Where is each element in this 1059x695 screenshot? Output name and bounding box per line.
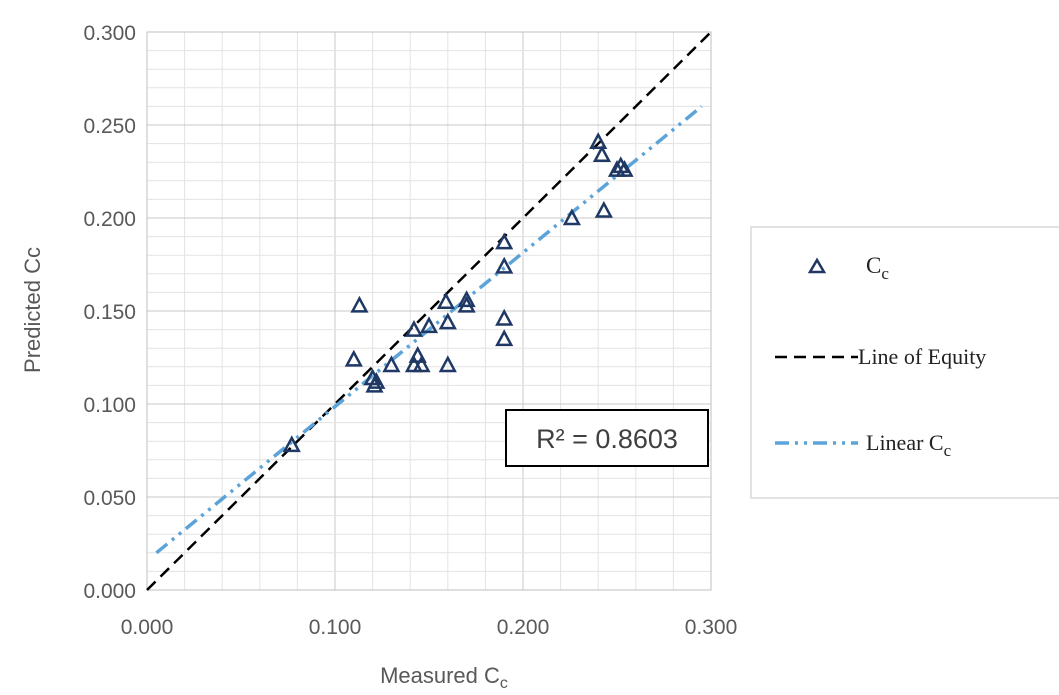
r-squared-box: R² = 0.8603 [505,409,709,467]
data-point [438,355,457,373]
data-point [457,290,476,308]
data-point [419,316,439,334]
series-lines [146,31,712,591]
y-tick-label: 0.250 [83,115,136,138]
legend-triangle-icon [807,257,827,274]
data-point [495,232,514,250]
x-tick-label: 0.100 [309,616,362,639]
data-point [408,346,427,363]
data-point [344,349,363,367]
data-point [495,308,514,326]
data-point [562,208,581,226]
legend: Cc Line of Equity Linear Cc [750,226,1059,499]
data-point [592,145,612,163]
tick-labels: 0.000 0.100 0.200 0.300 0.000 0.050 0.100 0.150… [83,22,737,639]
data-point [350,295,369,313]
plot-area-border [146,31,712,591]
data-point [436,292,456,309]
y-tick-label: 0.100 [83,394,136,417]
y-tick-label: 0.200 [83,208,136,231]
data-point [589,132,608,149]
legend-entry-linear-cc: Linear Cc [866,430,952,460]
data-points [282,132,634,453]
data-point [495,256,514,274]
y-tick-label: 0.300 [83,22,136,45]
data-point [404,319,424,337]
x-tick-label: 0.300 [685,616,738,639]
x-tick-label: 0.000 [121,616,174,639]
data-point [438,312,457,330]
data-point [495,329,514,347]
y-tick-label: 0.150 [83,301,136,324]
r-squared-label: R² = 0.8603 [536,424,678,454]
y-tick-label: 0.000 [83,580,136,603]
y-axis-title: Predicted Cc [20,247,45,373]
legend-entry-line-of-equity: Line of Equity [858,344,986,369]
y-tick-label: 0.050 [83,487,136,510]
x-axis-title: Measured Cc [380,663,508,692]
legend-entry-cc: Cc [866,253,889,283]
data-point [382,355,401,373]
data-point [615,160,634,177]
data-point [594,200,613,218]
data-point [367,372,386,389]
linear-trendline [155,105,703,555]
data-point [412,355,431,373]
data-point [282,435,301,453]
x-tick-label: 0.200 [497,616,550,639]
